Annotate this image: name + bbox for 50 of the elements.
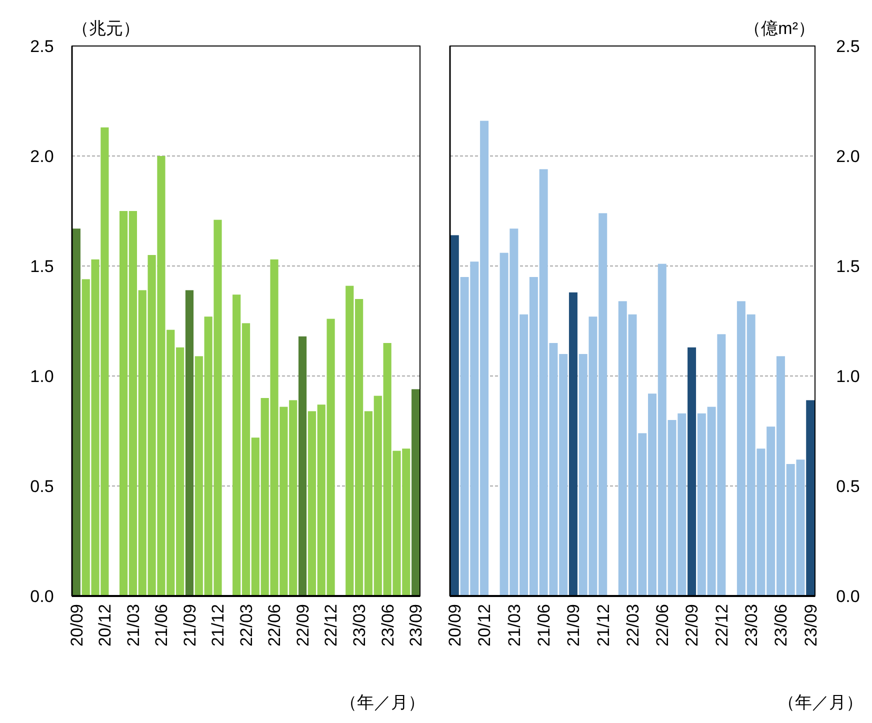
bar bbox=[688, 347, 696, 596]
x-tick-label: 22/03 bbox=[236, 604, 256, 647]
x-tick-label: 23/09 bbox=[801, 604, 820, 647]
bar bbox=[450, 235, 459, 596]
bar bbox=[806, 400, 815, 596]
y-axis-title: （兆元） bbox=[72, 19, 140, 38]
y-tick-label: 0.5 bbox=[836, 476, 860, 496]
x-tick-label: 23/06 bbox=[772, 604, 791, 647]
x-tick-label: 21/09 bbox=[564, 604, 584, 647]
x-tick-label: 22/03 bbox=[623, 604, 642, 647]
x-tick-label: 22/12 bbox=[712, 604, 732, 647]
x-tick-label: 22/12 bbox=[322, 604, 341, 647]
x-tick-label: 20/12 bbox=[96, 604, 115, 647]
x-tick-label: 20/12 bbox=[475, 604, 494, 647]
bar bbox=[298, 336, 307, 596]
x-tick-label: 21/06 bbox=[152, 604, 172, 647]
x-tick-label: 22/06 bbox=[653, 604, 672, 647]
x-tick-label: 22/09 bbox=[293, 604, 312, 647]
y-tick-label: 1.0 bbox=[30, 366, 54, 386]
x-tick-label: 21/09 bbox=[180, 604, 200, 647]
x-tick-label: 23/06 bbox=[378, 604, 398, 647]
x-tick-label: 20/09 bbox=[67, 604, 86, 647]
bar bbox=[412, 389, 420, 596]
x-tick-label: 22/06 bbox=[265, 604, 284, 647]
bar bbox=[568, 292, 578, 596]
x-tick-label: 21/06 bbox=[534, 604, 554, 647]
x-tick-label: 21/12 bbox=[594, 604, 613, 647]
y-tick-label: 1.5 bbox=[30, 256, 54, 276]
x-tick-label: 23/09 bbox=[406, 604, 426, 647]
y-tick-label: 0.0 bbox=[836, 586, 860, 606]
y-axis-title: （億m²） bbox=[744, 19, 815, 38]
x-tick-label: 21/03 bbox=[504, 604, 524, 647]
x-tick-label: 21/03 bbox=[124, 604, 143, 647]
bar bbox=[185, 290, 194, 596]
x-axis-title: （年／月） bbox=[778, 693, 863, 712]
x-tick-label: 20/09 bbox=[446, 604, 465, 647]
bar bbox=[72, 228, 80, 596]
x-tick-label: 22/09 bbox=[682, 604, 702, 647]
x-tick-label: 21/12 bbox=[208, 604, 228, 647]
x-axis-title: （年／月） bbox=[340, 693, 425, 712]
y-tick-label: 2.0 bbox=[836, 146, 860, 166]
x-tick-label: 23/03 bbox=[742, 604, 762, 647]
y-tick-label: 2.0 bbox=[30, 146, 54, 166]
y-tick-label: 1.0 bbox=[836, 366, 860, 386]
y-tick-label: 1.5 bbox=[836, 256, 860, 276]
y-tick-label: 0.0 bbox=[30, 586, 54, 606]
x-tick-label: 23/03 bbox=[350, 604, 369, 647]
y-tick-label: 2.5 bbox=[836, 36, 860, 56]
y-tick-label: 0.5 bbox=[30, 476, 54, 496]
y-tick-label: 2.5 bbox=[30, 36, 54, 56]
